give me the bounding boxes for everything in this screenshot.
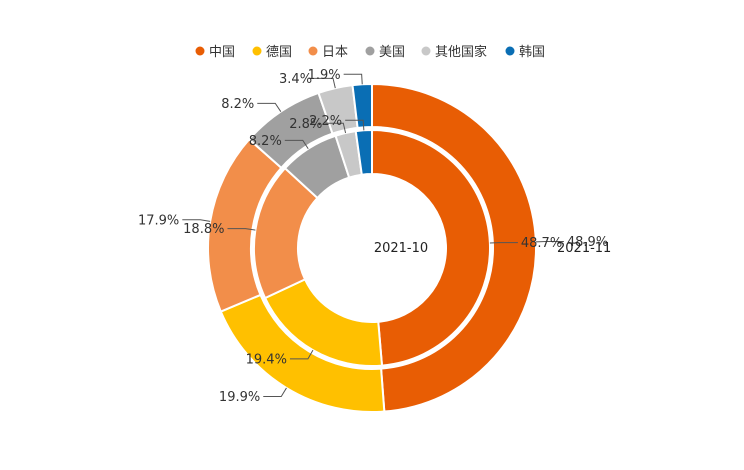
outer-leader-2: [263, 388, 286, 397]
inner-label-3: 18.8%: [183, 222, 224, 237]
legend-marker-1[interactable]: [196, 47, 205, 56]
legend-label-2[interactable]: 德国: [266, 45, 292, 60]
outer-label-3: 17.9%: [138, 213, 179, 228]
inner-label-6: 2.2%: [309, 114, 342, 129]
legend-label-6[interactable]: 韩国: [519, 45, 545, 60]
outer-label-6: 1.9%: [308, 68, 341, 83]
legend-marker-2[interactable]: [253, 47, 262, 56]
outer-leader-4: [257, 103, 281, 111]
legend-label-1[interactable]: 中国: [209, 45, 235, 60]
legend-marker-3[interactable]: [309, 47, 318, 56]
inner-series-name: 2021-10: [374, 241, 428, 256]
legend-label-4[interactable]: 美国: [379, 45, 405, 60]
outer-leader-6: [344, 74, 363, 84]
inner-label-2: 19.4%: [246, 352, 287, 367]
inner-label-1: 48.7%: [521, 236, 562, 251]
legend-marker-6[interactable]: [506, 47, 515, 56]
inner-label-4: 8.2%: [249, 134, 282, 149]
legend-marker-4[interactable]: [366, 47, 375, 56]
outer-series-name: 2021-11: [557, 241, 611, 256]
legend-marker-5[interactable]: [422, 47, 431, 56]
outer-label-4: 8.2%: [221, 97, 254, 112]
legend: 中国 德国 日本 美国 其他国家 韩国: [196, 44, 546, 60]
legend-label-5[interactable]: 其他国家: [435, 44, 487, 60]
outer-label-2: 19.9%: [219, 390, 260, 405]
legend-label-3[interactable]: 日本: [322, 45, 348, 60]
